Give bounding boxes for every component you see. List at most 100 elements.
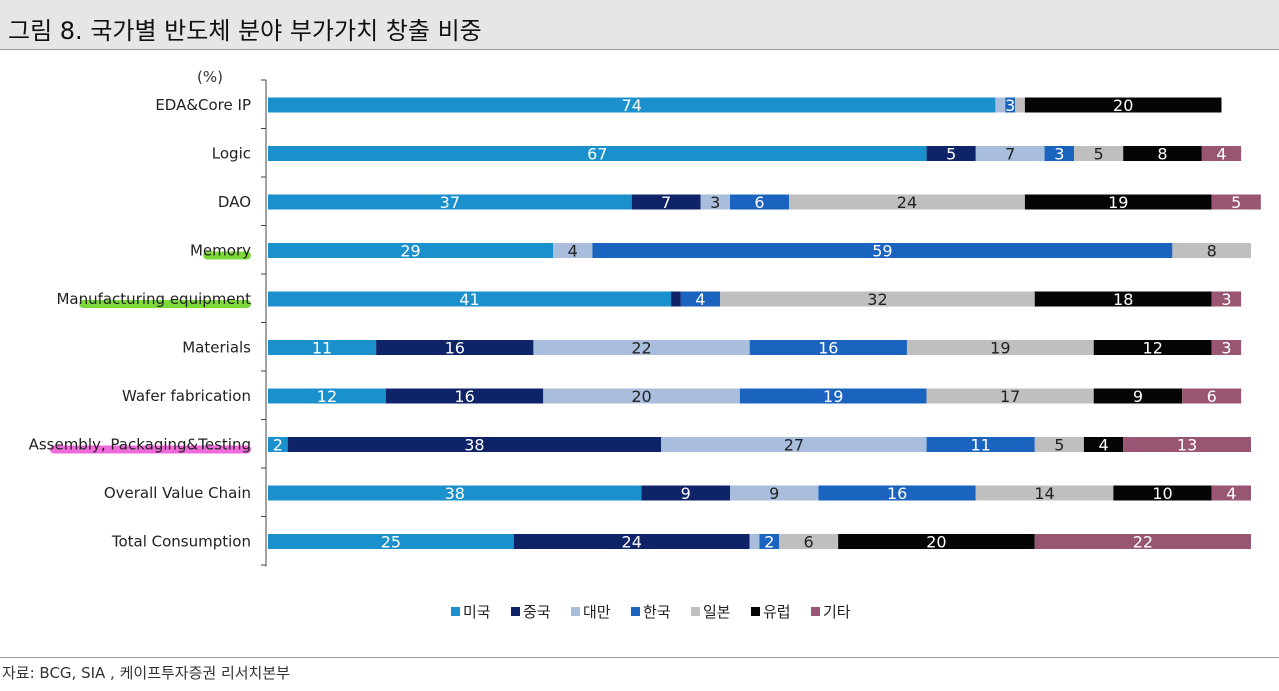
bar-segment (268, 388, 386, 404)
bar-segment (533, 340, 750, 355)
bar-segment (1024, 97, 1222, 113)
data-label: 22 (1133, 533, 1153, 552)
bar-segment (1015, 97, 1025, 113)
bar-segment (268, 291, 672, 307)
bar-segment (1201, 146, 1242, 161)
category-label: Assembly, Packaging&Testing (29, 436, 251, 454)
data-label: 12 (317, 387, 337, 406)
data-label: 4 (568, 242, 578, 261)
bar-segment (730, 194, 789, 210)
bar-segment (838, 534, 1035, 549)
legend-swatch (451, 607, 460, 616)
bar-segment (1005, 97, 1016, 113)
bar-segment (268, 243, 554, 258)
category-label: EDA&Core IP (155, 96, 251, 114)
legend-swatch (751, 607, 760, 616)
footer-divider (0, 657, 1279, 658)
bar-segment (1172, 243, 1251, 258)
data-label: 19 (1108, 193, 1128, 212)
data-label: 9 (681, 484, 691, 503)
bar-segment (1211, 194, 1261, 210)
stacked-bar-chart: (%) EDA&Core IP 74 3 20 Logic 67 5 7 3 5 8 4 DAO 37 7 3 6… (29, 68, 1261, 621)
bar-segment (975, 485, 1114, 501)
bar-segment (268, 194, 632, 210)
bar-segment (1211, 340, 1242, 355)
legend-swatch (511, 607, 520, 616)
bar-segment (749, 340, 907, 355)
category-label: Wafer fabrication (122, 387, 251, 405)
bar-segment (513, 534, 750, 549)
data-label: 4 (1226, 484, 1236, 503)
data-label: 19 (823, 387, 843, 406)
bar-segment (1034, 437, 1084, 452)
bar-segment (268, 437, 288, 452)
bar-segment (1211, 291, 1242, 307)
title-bar: 그림 8. 국가별 반도체 분야 부가가치 창출 비중 (0, 0, 1279, 50)
data-label: 9 (1133, 387, 1143, 406)
data-label: 16 (454, 387, 474, 406)
bar-segment (592, 243, 1173, 258)
data-label: 11 (970, 436, 990, 455)
data-label: 38 (464, 436, 484, 455)
bar-segment (975, 146, 1045, 161)
legend-swatch (631, 607, 640, 616)
data-label: 6 (1207, 387, 1217, 406)
data-label: 3 (710, 193, 720, 212)
unit-label: (%) (197, 68, 223, 86)
bar-segment (1123, 146, 1202, 161)
bar-segment (1024, 194, 1212, 210)
data-label: 18 (1113, 290, 1133, 309)
bar-segment (1123, 437, 1251, 452)
data-label: 20 (631, 387, 651, 406)
category-label: Manufacturing equipment (56, 290, 251, 308)
data-label: 25 (381, 533, 401, 552)
data-label: 8 (1157, 145, 1167, 164)
bar-segment (1211, 485, 1251, 501)
data-label: 20 (1113, 96, 1133, 115)
bar-segment (268, 97, 996, 113)
data-label: 19 (990, 339, 1010, 358)
bar-segment (720, 291, 1035, 307)
legend-label: 기타 (823, 603, 851, 621)
bar-segment (661, 437, 927, 452)
chart-title: 그림 8. 국가별 반도체 분야 부가가치 창출 비중 (8, 17, 482, 45)
label-highlight (79, 300, 251, 308)
data-label: 8 (1207, 242, 1217, 261)
bar-segment (543, 388, 740, 404)
legend-swatch (571, 607, 580, 616)
bar-segment (268, 146, 927, 161)
data-label: 12 (1143, 339, 1163, 358)
bar-segment (287, 437, 662, 452)
bar-segment (268, 485, 642, 501)
data-label: 3 (1221, 290, 1231, 309)
bar-segment (1034, 291, 1212, 307)
data-label: 67 (587, 145, 607, 164)
bar-segment (631, 194, 701, 210)
data-label: 5 (1054, 436, 1064, 455)
bar-segment (1074, 146, 1124, 161)
category-label: Logic (212, 145, 251, 163)
legend-label: 대만 (583, 603, 611, 621)
bar-segment (1093, 388, 1183, 404)
label-highlight (49, 445, 252, 454)
data-label: 29 (400, 242, 420, 261)
bar-segment (779, 534, 839, 549)
category-label: Overall Value Chain (104, 484, 251, 502)
data-label: 24 (622, 533, 642, 552)
bar-segment (1113, 485, 1212, 501)
bar-segment (926, 388, 1094, 404)
data-label: 16 (887, 484, 907, 503)
data-label: 2 (273, 436, 283, 455)
data-label: 38 (445, 484, 465, 503)
data-label: 4 (1098, 436, 1108, 455)
bar-segment (641, 485, 731, 501)
data-label: 24 (897, 193, 917, 212)
bar-segment (739, 388, 927, 404)
legend-label: 미국 (463, 603, 491, 621)
data-label: 37 (440, 193, 460, 212)
data-label: 5 (946, 145, 956, 164)
bar-segment (730, 485, 819, 501)
data-label: 7 (1005, 145, 1015, 164)
data-label: 17 (1000, 387, 1020, 406)
source-note: 자료: BCG, SIA , 케이프투자증권 리서치본부 (2, 664, 290, 682)
